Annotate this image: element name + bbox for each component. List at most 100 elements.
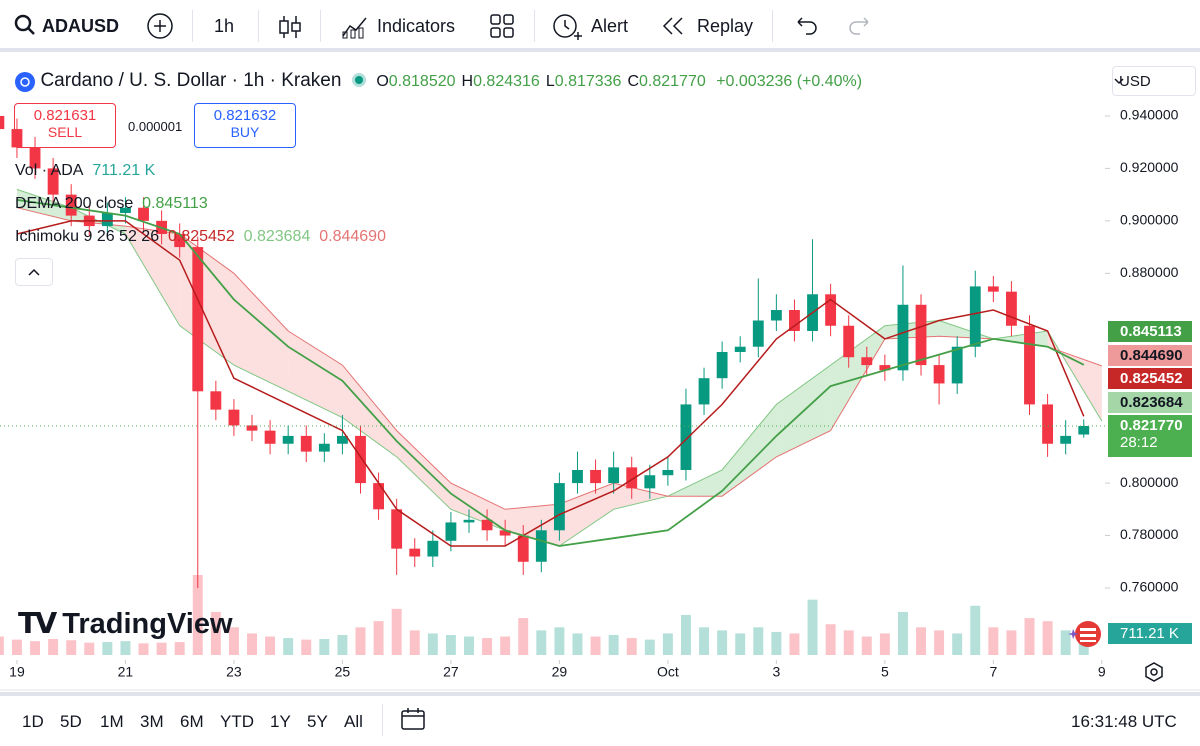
candle-body (373, 483, 385, 510)
candle-body (1006, 291, 1017, 326)
candle-body (680, 404, 692, 470)
currency-label: USD (1119, 73, 1151, 90)
volume-bar (952, 633, 963, 655)
candle-body (246, 425, 258, 431)
candle-body (662, 469, 674, 476)
volume-bar (789, 633, 800, 655)
caret (1114, 78, 1124, 85)
last-price: 0.821770 (1120, 417, 1183, 434)
range-button[interactable]: 1D (22, 712, 44, 731)
span-b-price-label: 0.844690 (1108, 345, 1192, 366)
volume-bar (916, 627, 926, 655)
layouts[interactable] (488, 12, 518, 42)
range-button[interactable]: 5D (60, 712, 82, 731)
cloud-segment (993, 330, 1048, 347)
range-button[interactable]: 6M (180, 712, 204, 731)
candle-body (0, 115, 5, 130)
candle-body (499, 530, 511, 536)
date-range[interactable] (398, 704, 428, 734)
candle-body (644, 475, 656, 489)
range-button[interactable]: 1M (100, 712, 124, 731)
volume-bar (735, 633, 746, 655)
x-tick-label: 21 (118, 664, 134, 680)
volume-price-label: 711.21 K (1108, 623, 1192, 644)
indicators[interactable]: Indicators (377, 16, 456, 36)
volume-bar (66, 640, 77, 655)
x-tick-label: 19 (9, 664, 25, 680)
currency[interactable]: USD (1112, 66, 1196, 96)
collapse-legend[interactable] (15, 258, 53, 286)
redo[interactable] (844, 12, 874, 42)
range-button[interactable]: 5Y (307, 712, 328, 731)
volume-bar (0, 636, 4, 655)
candle-body (987, 286, 999, 292)
volume-bar (48, 639, 59, 655)
candle-body (951, 346, 963, 384)
volume-bar (427, 633, 438, 655)
x-tick-label: 9 (1098, 664, 1106, 680)
cloud-segment (288, 330, 343, 418)
volume-bar (1060, 630, 1071, 655)
volume-bar (825, 624, 836, 655)
search-icon[interactable] (12, 12, 42, 42)
watermark-text: TradingView (62, 608, 233, 640)
candle-body (915, 304, 927, 366)
symbol[interactable]: ADAUSD (42, 16, 120, 36)
indicators-icon[interactable] (340, 12, 370, 42)
x-tick-label: 7 (989, 664, 997, 680)
ohlc-value: 0.821770 (639, 73, 706, 90)
volume-bar (934, 630, 945, 655)
volume-bar (445, 635, 456, 655)
range-button[interactable]: YTD (220, 712, 254, 731)
candle-body (572, 469, 583, 484)
candle-body (590, 469, 601, 484)
volume-bar (391, 608, 402, 655)
range-button[interactable]: All (344, 712, 363, 731)
sell-button[interactable]: 0.821631 SELL (14, 103, 116, 148)
dema-legend: DEMA 200 close 0.845113 (15, 195, 208, 213)
value: 0.844690 (319, 228, 386, 245)
chart-type[interactable] (276, 12, 306, 42)
y-tick-label: 0.880000 (1120, 264, 1179, 280)
candle-body (120, 207, 131, 213)
replay[interactable]: Replay (697, 16, 754, 36)
alert[interactable]: Alert (591, 16, 629, 36)
ohlc-value: 0.818520 (388, 73, 456, 90)
volume-bar (247, 633, 257, 655)
candle-body (698, 378, 710, 405)
span-a-price-label: 0.823684 (1108, 392, 1192, 413)
sell-label: SELL (47, 124, 83, 140)
y-tick-label: 0.920000 (1120, 159, 1179, 175)
buy-button[interactable]: 0.821632 BUY (194, 103, 296, 148)
candle-body (409, 548, 421, 557)
volume-bar (554, 627, 565, 655)
interval[interactable]: 1h (214, 16, 235, 36)
candle-body (282, 435, 294, 444)
vol-legend: Vol · ADA 711.21 K (15, 162, 155, 180)
candle-body (825, 294, 837, 326)
volume-bar (572, 633, 583, 655)
add-symbol[interactable] (146, 12, 176, 42)
ichimoku-legend: Ichimoku 9 26 52 26 0.825452 0.823684 0.… (15, 228, 386, 246)
cloud-segment (450, 483, 506, 531)
y-tick-label: 0.940000 (1120, 107, 1179, 123)
volume-bar (1006, 630, 1017, 655)
volume-bar (879, 633, 890, 655)
x-tick-label: 25 (335, 664, 351, 680)
replay-icon[interactable] (660, 12, 690, 42)
legend-row: Cardano / U. S. Dollar · 1h · Kraken O0.… (14, 70, 862, 93)
candle-body (716, 351, 728, 379)
alert-icon[interactable] (550, 10, 584, 44)
settings[interactable] (1142, 660, 1166, 684)
candle-body (463, 519, 475, 523)
volume-bar (464, 636, 474, 655)
range-button[interactable]: 1Y (270, 712, 291, 731)
undo[interactable] (792, 12, 822, 42)
watermark: 𝗧𝗩 TradingView (18, 608, 233, 640)
candle-body (445, 522, 457, 541)
range-button[interactable]: 3M (140, 712, 164, 731)
value: 0.845113 (142, 195, 208, 212)
volume-bar (192, 575, 203, 655)
volume-bar (644, 639, 655, 655)
